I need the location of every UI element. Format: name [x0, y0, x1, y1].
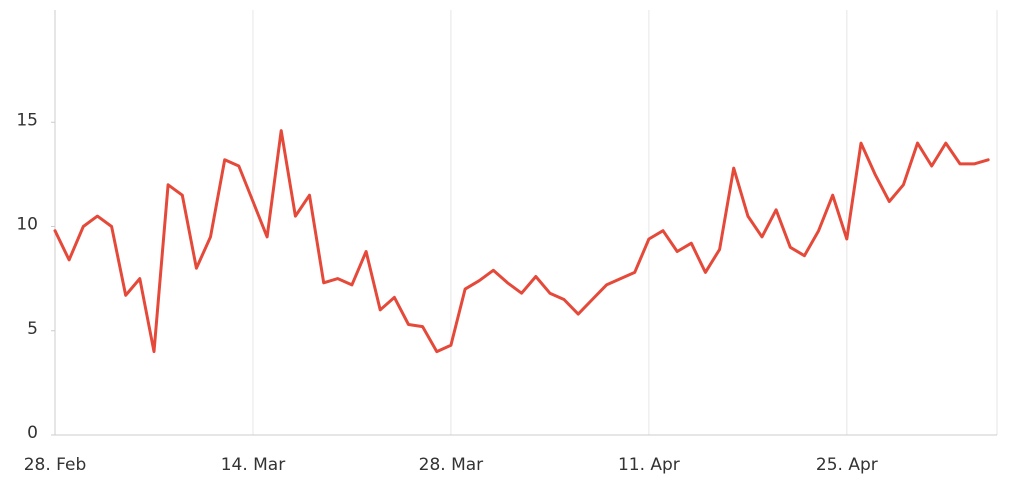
x-tick-label: 11. Apr: [618, 455, 680, 475]
x-tick-label: 28. Mar: [419, 455, 484, 475]
x-tick-label: 14. Mar: [221, 455, 286, 475]
y-tick-label: 15: [16, 110, 38, 130]
x-tick-label: 28. Feb: [24, 455, 87, 475]
x-tick-label: 25. Apr: [816, 455, 878, 475]
y-tick-label: 0: [27, 423, 38, 443]
y-tick-label: 5: [27, 319, 38, 339]
series-line: [53, 129, 990, 354]
y-tick-label: 10: [16, 215, 38, 235]
